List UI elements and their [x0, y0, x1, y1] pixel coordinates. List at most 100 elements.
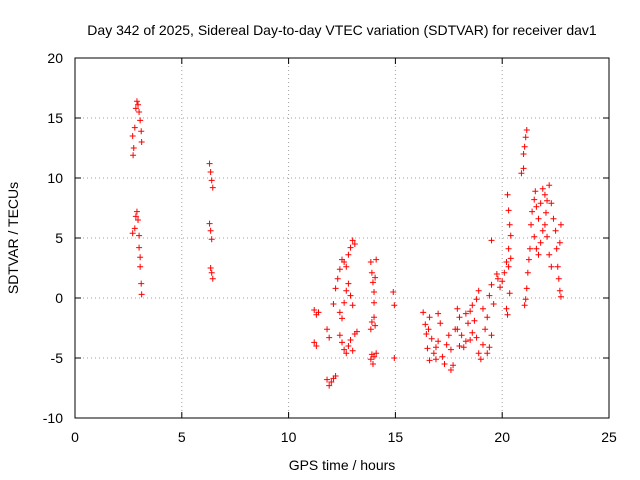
data-point: [336, 266, 343, 273]
data-point: [135, 101, 142, 108]
data-point: [505, 263, 512, 270]
data-point: [482, 326, 489, 333]
x-axis-label: GPS time / hours: [289, 457, 396, 473]
data-point: [324, 376, 331, 383]
data-point: [326, 334, 333, 341]
data-point: [373, 350, 380, 357]
data-point: [507, 255, 514, 262]
data-point: [430, 350, 437, 357]
data-point: [507, 232, 514, 239]
data-point: [557, 293, 564, 300]
data-point: [488, 237, 495, 244]
data-point: [479, 341, 486, 348]
data-point: [343, 350, 350, 357]
data-point: [339, 339, 345, 346]
data-point: [554, 263, 561, 270]
data-point: [341, 259, 348, 265]
data-point: [557, 221, 564, 228]
data-point: [506, 290, 513, 297]
data-point: [473, 334, 480, 341]
data-point: [521, 143, 528, 150]
data-point: [426, 314, 433, 321]
data-point: [367, 356, 374, 363]
data-point: [443, 341, 450, 348]
data-point: [330, 301, 337, 307]
data-point: [475, 350, 482, 357]
data-point: [533, 203, 540, 210]
data-point: [499, 278, 506, 285]
data-point: [315, 309, 322, 316]
data-point: [347, 244, 354, 251]
data-point: [497, 284, 504, 291]
data-point: [208, 236, 215, 243]
y-tick-label: -5: [51, 350, 64, 366]
data-point: [420, 309, 427, 316]
data-point: [133, 98, 140, 105]
data-point: [553, 245, 560, 252]
data-point: [525, 256, 532, 263]
data-point: [372, 322, 379, 329]
data-point: [441, 361, 448, 367]
data-point: [129, 133, 136, 139]
y-axis-label: SDTVAR / TECUs: [5, 182, 21, 294]
data-point: [435, 310, 442, 317]
data-point: [526, 245, 533, 252]
data-point: [469, 302, 476, 309]
data-point: [391, 302, 398, 309]
data-point: [371, 314, 378, 321]
data-point: [535, 215, 542, 222]
y-tick-label: 0: [55, 290, 63, 306]
data-point: [550, 215, 557, 222]
data-point: [132, 105, 139, 112]
data-point: [136, 244, 143, 251]
x-tick-label: 25: [601, 429, 617, 445]
data-point: [524, 269, 531, 276]
data-point: [351, 241, 358, 247]
data-point: [130, 145, 137, 151]
data-point: [422, 321, 429, 328]
data-point: [488, 332, 495, 339]
x-tick-label: 0: [71, 429, 79, 445]
data-point: [347, 292, 354, 299]
data-point: [136, 109, 143, 115]
y-tick-label: 10: [47, 170, 63, 186]
data-point: [343, 287, 350, 294]
data-point: [460, 344, 467, 351]
data-point: [522, 296, 529, 303]
x-tick-labels: 0 5 10 15 20 25: [71, 429, 617, 445]
data-point: [462, 338, 469, 345]
data-point: [531, 233, 538, 240]
chart-title: Day 342 of 2025, Sidereal Day-to-day VTE…: [87, 22, 597, 38]
data-point: [556, 239, 563, 246]
data-point: [504, 191, 511, 198]
data-point: [520, 165, 527, 172]
data-point: [445, 332, 452, 339]
data-point: [347, 337, 354, 343]
data-point: [311, 339, 318, 346]
data-point: [209, 275, 216, 282]
data-point: [450, 362, 457, 369]
data-point: [556, 287, 563, 294]
data-point: [493, 271, 500, 277]
data-point: [209, 184, 216, 191]
data-point: [484, 350, 491, 357]
data-point: [523, 127, 530, 133]
data-point: [137, 263, 144, 270]
data-point: [138, 291, 145, 298]
data-point: [529, 208, 536, 215]
data-point: [135, 217, 142, 223]
y-tick-label: 5: [55, 230, 63, 246]
data-point: [473, 296, 480, 303]
data-point: [332, 285, 339, 292]
data-point: [207, 265, 214, 271]
data-point: [494, 275, 501, 282]
data-point: [131, 225, 138, 232]
data-point: [533, 245, 540, 252]
data-point: [552, 227, 559, 234]
data-point: [486, 344, 493, 351]
data-point: [324, 326, 331, 333]
data-point: [546, 182, 553, 189]
data-point: [136, 232, 143, 239]
data-point: [541, 191, 548, 198]
data-point: [345, 280, 352, 287]
